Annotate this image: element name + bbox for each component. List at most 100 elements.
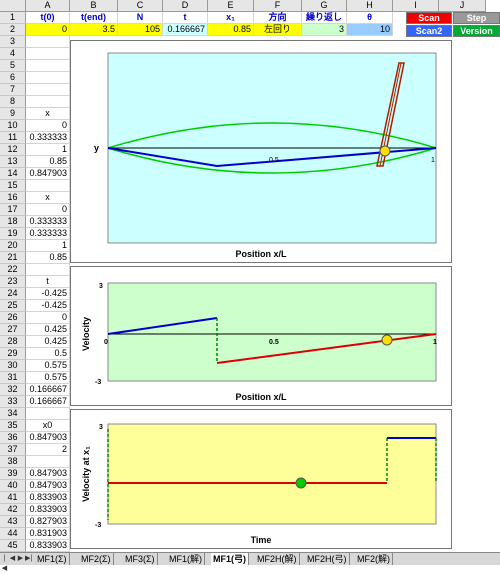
cell-a9[interactable]: x bbox=[26, 108, 70, 120]
row-header-26[interactable]: 26 bbox=[0, 312, 26, 324]
cell-a18[interactable]: 0.333333 bbox=[26, 216, 70, 228]
cell-a19[interactable]: 0.333333 bbox=[26, 228, 70, 240]
row-header-24[interactable]: 24 bbox=[0, 288, 26, 300]
cell-a7[interactable] bbox=[26, 84, 70, 96]
cell-a6[interactable] bbox=[26, 72, 70, 84]
row-header-45[interactable]: 45 bbox=[0, 540, 26, 552]
row-header-16[interactable]: 16 bbox=[0, 192, 26, 204]
value-cell-g2[interactable]: 3 bbox=[302, 24, 347, 36]
version-button[interactable]: Version bbox=[453, 25, 500, 37]
first-sheet-nav-icon[interactable]: |◀ bbox=[1, 555, 8, 572]
cell-a12[interactable]: 1 bbox=[26, 144, 70, 156]
value-cell-e2[interactable]: 0.85 bbox=[208, 24, 254, 36]
row-header-23[interactable]: 23 bbox=[0, 276, 26, 288]
cell-a31[interactable]: 0.575 bbox=[26, 372, 70, 384]
scan2-button[interactable]: Scan2 bbox=[406, 25, 452, 37]
value-cell-b2[interactable]: 3.5 bbox=[70, 24, 118, 36]
column-header-g[interactable]: G bbox=[302, 0, 347, 12]
row-header-2[interactable]: 2 bbox=[0, 24, 26, 36]
row-header-27[interactable]: 27 bbox=[0, 324, 26, 336]
prev-sheet-nav-icon[interactable]: ◀ bbox=[9, 555, 16, 562]
row-header-5[interactable]: 5 bbox=[0, 60, 26, 72]
cell-a43[interactable]: 0.827903 bbox=[26, 516, 70, 528]
cell-a5[interactable] bbox=[26, 60, 70, 72]
value-cell-c2[interactable]: 105 bbox=[118, 24, 163, 36]
row-header-10[interactable]: 10 bbox=[0, 120, 26, 132]
cell-a35[interactable]: x0 bbox=[26, 420, 70, 432]
cell-a8[interactable] bbox=[26, 96, 70, 108]
cell-a20[interactable]: 1 bbox=[26, 240, 70, 252]
row-header-9[interactable]: 9 bbox=[0, 108, 26, 120]
row-header-33[interactable]: 33 bbox=[0, 396, 26, 408]
cell-a28[interactable]: 0.425 bbox=[26, 336, 70, 348]
column-header-e[interactable]: E bbox=[208, 0, 254, 12]
row-header-29[interactable]: 29 bbox=[0, 348, 26, 360]
header-cell-e1[interactable]: x₁ bbox=[208, 12, 254, 24]
column-header-d[interactable]: D bbox=[163, 0, 208, 12]
cell-a4[interactable] bbox=[26, 48, 70, 60]
column-header-f[interactable]: F bbox=[254, 0, 302, 12]
row-header-43[interactable]: 43 bbox=[0, 516, 26, 528]
cell-a33[interactable]: 0.166667 bbox=[26, 396, 70, 408]
cell-a21[interactable]: 0.85 bbox=[26, 252, 70, 264]
scan-button[interactable]: Scan bbox=[406, 12, 452, 24]
cell-a36[interactable]: 0.847903 bbox=[26, 432, 70, 444]
header-cell-h1[interactable]: θ bbox=[347, 12, 393, 24]
row-header-42[interactable]: 42 bbox=[0, 504, 26, 516]
row-header-44[interactable]: 44 bbox=[0, 528, 26, 540]
cell-a11[interactable]: 0.333333 bbox=[26, 132, 70, 144]
row-header-21[interactable]: 21 bbox=[0, 252, 26, 264]
row-header-6[interactable]: 6 bbox=[0, 72, 26, 84]
value-cell-f2[interactable]: 左回り bbox=[254, 24, 302, 36]
cell-a45[interactable]: 0.833903 bbox=[26, 540, 70, 552]
cell-a17[interactable]: 0 bbox=[26, 204, 70, 216]
row-header-37[interactable]: 37 bbox=[0, 444, 26, 456]
cell-a13[interactable]: 0.85 bbox=[26, 156, 70, 168]
cell-a30[interactable]: 0.575 bbox=[26, 360, 70, 372]
row-header-22[interactable]: 22 bbox=[0, 264, 26, 276]
row-header-7[interactable]: 7 bbox=[0, 84, 26, 96]
cell-a25[interactable]: -0.425 bbox=[26, 300, 70, 312]
cell-a3[interactable] bbox=[26, 36, 70, 48]
sheet-tab-6[interactable]: MF2H(弓) bbox=[305, 553, 350, 565]
row-header-1[interactable]: 1 bbox=[0, 12, 26, 24]
cell-a14[interactable]: 0.847903 bbox=[26, 168, 70, 180]
header-cell-f1[interactable]: 方向 bbox=[254, 12, 302, 24]
cell-a42[interactable]: 0.833903 bbox=[26, 504, 70, 516]
row-header-14[interactable]: 14 bbox=[0, 168, 26, 180]
row-header-20[interactable]: 20 bbox=[0, 240, 26, 252]
header-cell-d1[interactable]: t bbox=[163, 12, 208, 24]
row-header-4[interactable]: 4 bbox=[0, 48, 26, 60]
row-header-34[interactable]: 34 bbox=[0, 408, 26, 420]
row-header-41[interactable]: 41 bbox=[0, 492, 26, 504]
row-header-39[interactable]: 39 bbox=[0, 468, 26, 480]
value-cell-h2[interactable]: 10 bbox=[347, 24, 393, 36]
cell-a29[interactable]: 0.5 bbox=[26, 348, 70, 360]
cell-a44[interactable]: 0.831903 bbox=[26, 528, 70, 540]
sheet-tab-5[interactable]: MF2H(解) bbox=[255, 553, 300, 565]
row-header-38[interactable]: 38 bbox=[0, 456, 26, 468]
sheet-tab-7[interactable]: MF2(解) bbox=[355, 553, 393, 565]
cell-a41[interactable]: 0.833903 bbox=[26, 492, 70, 504]
sheet-tab-4[interactable]: MF1(弓) bbox=[211, 553, 249, 565]
cell-a34[interactable] bbox=[26, 408, 70, 420]
cell-a15[interactable] bbox=[26, 180, 70, 192]
row-header-40[interactable]: 40 bbox=[0, 480, 26, 492]
sheet-tab-1[interactable]: MF2(Σ) bbox=[79, 553, 114, 565]
cell-a40[interactable]: 0.847903 bbox=[26, 480, 70, 492]
row-header-17[interactable]: 17 bbox=[0, 204, 26, 216]
column-header-i[interactable]: I bbox=[393, 0, 439, 12]
sheet-tab-2[interactable]: MF3(Σ) bbox=[123, 553, 158, 565]
row-header-30[interactable]: 30 bbox=[0, 360, 26, 372]
row-header-31[interactable]: 31 bbox=[0, 372, 26, 384]
column-header-h[interactable]: H bbox=[347, 0, 393, 12]
next-sheet-nav-icon[interactable]: ▶ bbox=[17, 555, 24, 562]
row-header-11[interactable]: 11 bbox=[0, 132, 26, 144]
cell-a37[interactable]: 2 bbox=[26, 444, 70, 456]
row-header-25[interactable]: 25 bbox=[0, 300, 26, 312]
cell-a32[interactable]: 0.166667 bbox=[26, 384, 70, 396]
row-header-3[interactable]: 3 bbox=[0, 36, 26, 48]
cell-a38[interactable] bbox=[26, 456, 70, 468]
row-header-19[interactable]: 19 bbox=[0, 228, 26, 240]
header-cell-g1[interactable]: 繰り返し bbox=[302, 12, 347, 24]
